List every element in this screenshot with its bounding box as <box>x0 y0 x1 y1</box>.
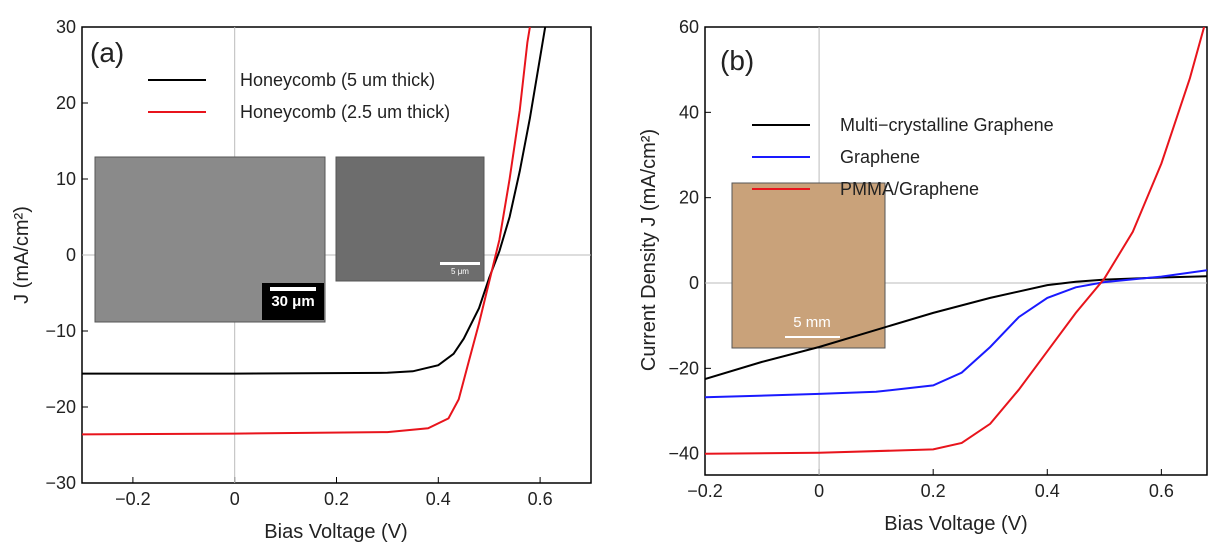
x-axis-title: Bias Voltage (V) <box>884 513 1027 535</box>
inset-scale-label: 5 μm <box>451 267 469 276</box>
y-tick-label: 10 <box>56 169 76 189</box>
legend-label: Honeycomb (5 um thick) <box>240 70 435 90</box>
legend-label: Graphene <box>840 147 920 167</box>
scale-bar-line <box>270 287 316 291</box>
x-tick-label: 0 <box>814 481 824 501</box>
x-tick-label: 0.6 <box>528 489 553 509</box>
y-tick-label: −20 <box>45 397 76 417</box>
y-tick-label: −20 <box>668 358 699 378</box>
x-tick-label: 0.4 <box>426 489 451 509</box>
y-tick-label: −30 <box>45 473 76 493</box>
y-tick-label: 30 <box>56 17 76 37</box>
y-tick-label: 40 <box>679 102 699 122</box>
panel: −0.2 0 0.2 0.4 0.6 −40 −20 0 20 40 60 Bias Voltage … <box>638 17 1207 535</box>
y-tick-label: 0 <box>689 273 699 293</box>
panel-label: (a) <box>90 37 124 68</box>
scale-bar <box>440 262 480 265</box>
page: −0.2 0 0.2 0.4 0.6 −30 −20 −10 0 10 20 30 Bias Volta… <box>0 0 1208 548</box>
y-axis-title: Current Density J (mA/cm²) <box>638 129 660 371</box>
figure: −0.2 0 0.2 0.4 0.6 −30 −20 −10 0 10 20 30 Bias Volta… <box>0 0 1208 548</box>
inset-scale-label: 5 mm <box>793 314 831 331</box>
inset-scale-label: 30 μm <box>271 293 314 310</box>
y-tick-label: 60 <box>679 17 699 37</box>
y-axis-title: J (mA/cm²) <box>11 206 33 304</box>
scale-bar <box>785 336 840 338</box>
legend-label: Multi−crystalline Graphene <box>840 115 1054 135</box>
y-tick-label: 0 <box>66 245 76 265</box>
x-tick-label: −0.2 <box>687 481 723 501</box>
x-tick-label: 0 <box>230 489 240 509</box>
x-tick-label: 0.4 <box>1035 481 1060 501</box>
x-tick-label: −0.2 <box>115 489 151 509</box>
y-tick-label: −10 <box>45 321 76 341</box>
panel: −0.2 0 0.2 0.4 0.6 −30 −20 −10 0 10 20 30 Bias Volta… <box>11 17 591 543</box>
x-tick-label: 0.2 <box>921 481 946 501</box>
x-axis-title: Bias Voltage (V) <box>264 521 407 543</box>
panel-label: (b) <box>720 45 754 76</box>
legend-label: Honeycomb (2.5 um thick) <box>240 102 450 122</box>
x-tick-label: 0.6 <box>1149 481 1174 501</box>
y-tick-label: 20 <box>679 188 699 208</box>
y-tick-label: −40 <box>668 444 699 464</box>
y-tick-label: 20 <box>56 93 76 113</box>
x-tick-label: 0.2 <box>324 489 349 509</box>
legend-label: PMMA/Graphene <box>840 179 979 199</box>
